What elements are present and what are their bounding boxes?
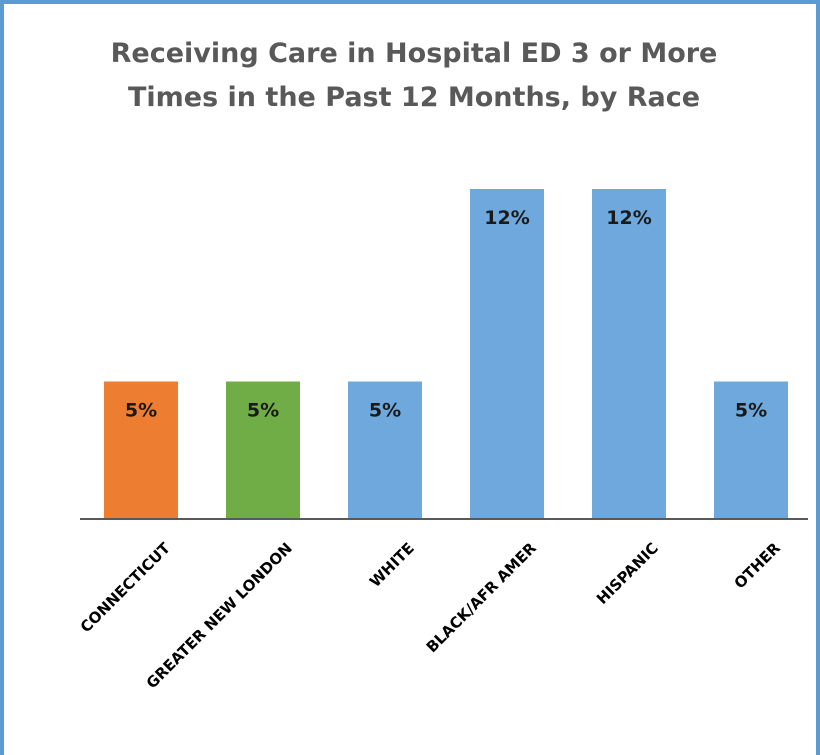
bar-connecticut (104, 381, 178, 519)
bars-layer (104, 189, 788, 519)
category-tick-label: WHITE (366, 539, 418, 591)
bar-hispanic (592, 189, 666, 519)
category-tick-label: CONNECTICUT (77, 539, 175, 637)
data-label: 5% (125, 400, 157, 422)
category-tick-label: HISPANIC (593, 539, 662, 608)
data-label: 5% (735, 400, 767, 422)
data-label: 12% (484, 207, 529, 229)
chart-title-line-1: Receiving Care in Hospital ED 3 or More (110, 38, 718, 69)
data-label: 5% (247, 400, 279, 422)
data-label: 5% (369, 400, 401, 422)
category-tick-label: GREATER NEW LONDON (143, 539, 296, 692)
value-labels-layer: 5% 5% 5% 12% 12% 5% (125, 207, 767, 422)
chart-title-line-2: Times in the Past 12 Months, by Race (127, 82, 701, 113)
bar-black-afr-amer (470, 189, 544, 519)
category-tick-label: OTHER (731, 539, 785, 593)
bar-white (348, 381, 422, 519)
bar-other (714, 381, 788, 519)
data-label: 12% (606, 207, 651, 229)
chart-title: Receiving Care in Hospital ED 3 or More … (4, 32, 820, 120)
bar-greater-new-london (226, 381, 300, 519)
category-tick-label: BLACK/AFR AMER (423, 539, 540, 656)
